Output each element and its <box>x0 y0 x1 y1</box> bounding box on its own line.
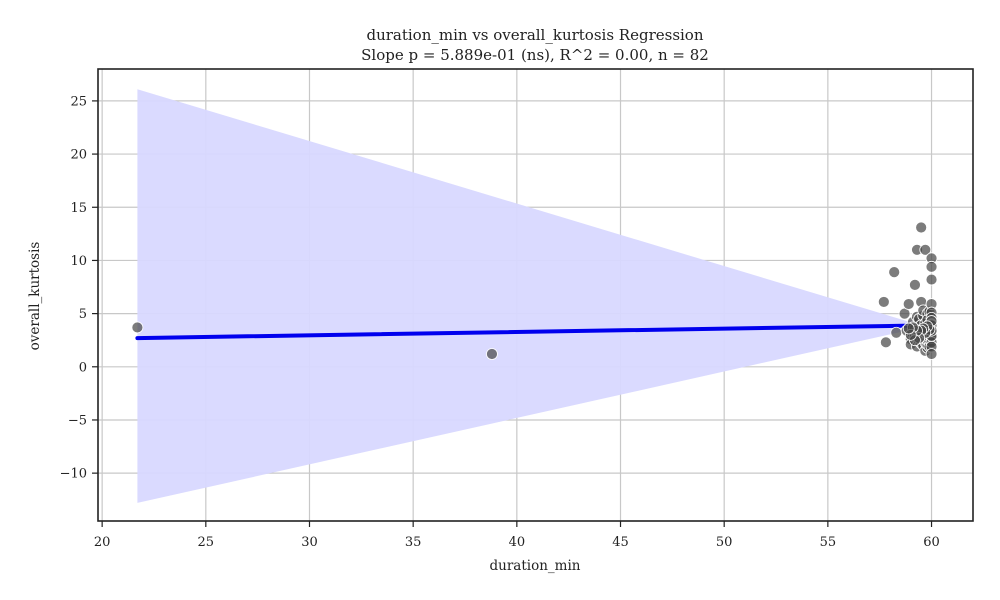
y-tick-label: 20 <box>70 148 87 163</box>
y-tick-label: −10 <box>60 467 87 482</box>
scatter-points-layer <box>131 221 938 360</box>
x-tick-label: 30 <box>301 535 318 550</box>
x-tick-label: 45 <box>612 535 629 550</box>
plot-frame <box>97 68 974 522</box>
y-tick-label: 15 <box>70 201 87 216</box>
scatter-point <box>131 321 144 334</box>
x-tick-label: 25 <box>198 535 215 550</box>
y-tick-label: 0 <box>79 360 87 375</box>
scatter-point <box>919 243 932 256</box>
x-tick-label: 60 <box>923 535 940 550</box>
scatter-point <box>925 348 938 360</box>
scatter-point <box>890 326 903 339</box>
y-axis-label: overall_kurtosis <box>27 242 43 351</box>
scatter-point <box>880 336 892 349</box>
y-tick-label: 25 <box>70 94 87 109</box>
regression-line-layer <box>135 323 934 341</box>
scatter-point <box>925 260 938 273</box>
scatter-point <box>915 221 928 234</box>
scatter-point <box>902 322 915 335</box>
y-axis-ticks: −10 −5 0 5 10 15 20 25 <box>60 94 98 482</box>
scatter-point <box>909 278 921 291</box>
chart-subtitle: Slope p = 5.889e-01 (ns), R^2 = 0.00, n … <box>361 46 709 64</box>
x-tick-label: 35 <box>405 535 422 550</box>
y-tick-label: 10 <box>70 254 87 269</box>
scatter-point <box>925 273 938 286</box>
x-tick-label: 40 <box>509 535 526 550</box>
scatter-point <box>486 348 498 360</box>
scatter-point <box>888 266 901 279</box>
scatter-point <box>877 296 890 308</box>
x-axis-label: duration_min <box>490 558 581 574</box>
scatter-point <box>902 298 915 310</box>
regression-line <box>135 323 934 341</box>
y-tick-label: −5 <box>68 413 87 428</box>
confidence-band <box>137 89 932 503</box>
x-axis-ticks: 20 25 30 35 40 45 50 55 60 <box>94 521 940 550</box>
y-tick-label: 5 <box>79 307 87 322</box>
x-tick-label: 20 <box>94 535 111 550</box>
x-tick-label: 55 <box>820 535 837 550</box>
confidence-band-layer <box>137 89 932 503</box>
x-tick-label: 50 <box>716 535 733 550</box>
chart-title: duration_min vs overall_kurtosis Regress… <box>366 26 703 44</box>
